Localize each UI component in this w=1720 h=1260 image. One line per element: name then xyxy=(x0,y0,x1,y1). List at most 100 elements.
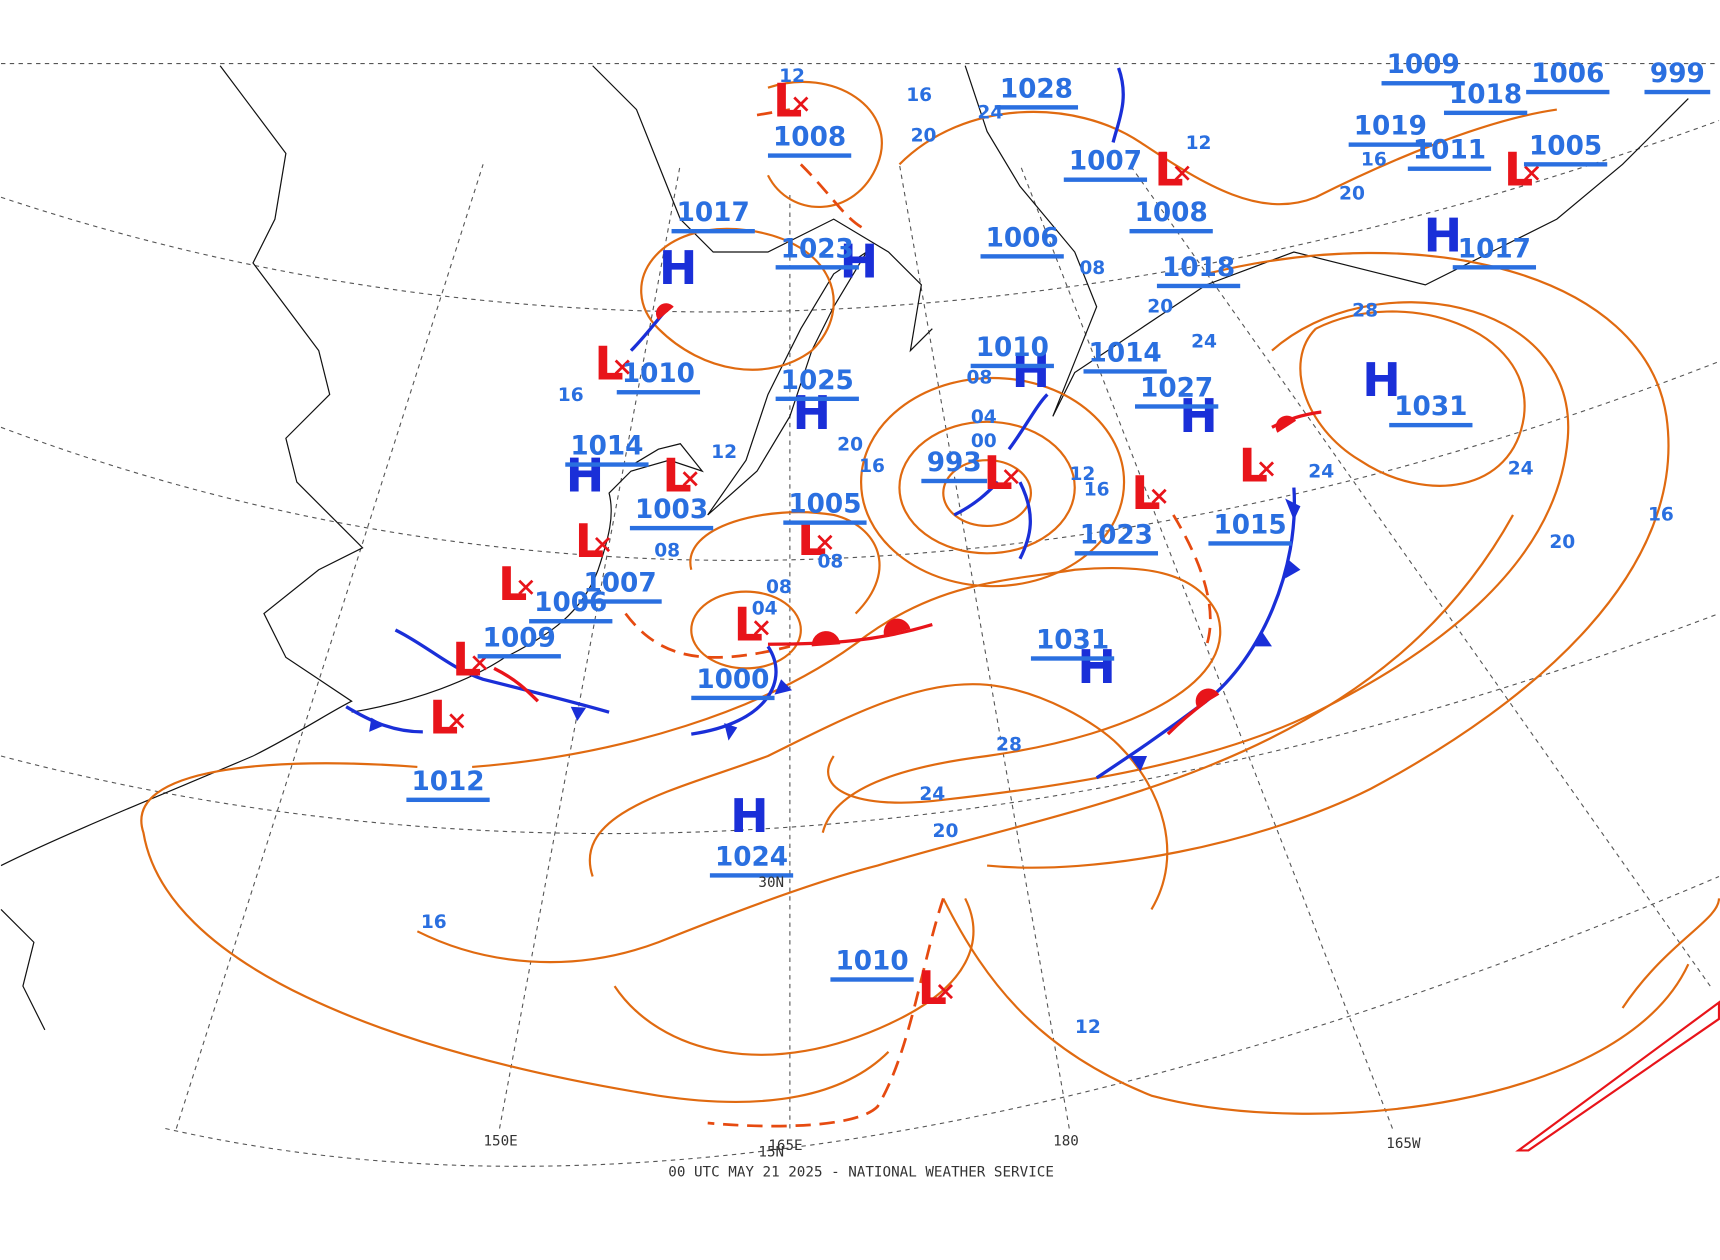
isobar-label: 08 xyxy=(966,368,992,389)
pressure-underline xyxy=(767,153,852,158)
pressure-underline xyxy=(1135,404,1219,409)
pressure-label: 1028 xyxy=(1000,74,1073,104)
front-symbol xyxy=(1129,756,1148,772)
low-center xyxy=(817,534,833,550)
pressure-label: 1011 xyxy=(1413,136,1486,166)
pressure-label: 1007 xyxy=(583,568,656,598)
pressure-label: 1014 xyxy=(570,432,643,462)
fronts xyxy=(345,67,1720,1152)
pressure-label: 1025 xyxy=(781,366,854,396)
high-symbol: H xyxy=(1012,344,1051,398)
front-symbol xyxy=(1195,688,1220,708)
isobar xyxy=(690,590,802,670)
isobar xyxy=(589,683,1169,910)
pressure-underline xyxy=(1443,110,1528,116)
pressure-label: 1031 xyxy=(1394,392,1467,422)
warm-front xyxy=(767,622,933,646)
pressure-underline xyxy=(406,797,490,803)
isobar-label: 24 xyxy=(1191,331,1217,352)
high-symbol: H xyxy=(793,386,832,440)
isobar-label: 08 xyxy=(817,552,843,573)
pressure-label: 1027 xyxy=(1140,373,1213,403)
isobar xyxy=(942,897,1690,1115)
low-center xyxy=(937,984,954,1000)
warm-front xyxy=(493,666,540,703)
front-symbol xyxy=(811,631,841,647)
isobar xyxy=(1621,898,1720,1009)
isobar-label: 16 xyxy=(1084,479,1110,500)
pressure-label: 1006 xyxy=(986,223,1059,253)
trough xyxy=(707,898,945,1128)
low-center xyxy=(1151,488,1167,504)
pressure-label: 1024 xyxy=(715,842,788,872)
pressure-underline xyxy=(1156,283,1241,289)
longitude-label: 180 xyxy=(1053,1134,1079,1150)
pressure-underline xyxy=(1644,89,1711,95)
troughs xyxy=(624,108,1212,1128)
isobar-label: 12 xyxy=(1075,1017,1101,1038)
isobar-label: 24 xyxy=(1308,462,1334,483)
isobar-label: 00 xyxy=(971,431,997,452)
pressure-underline xyxy=(1381,81,1465,86)
pressure-label: 1010 xyxy=(835,946,908,976)
high-symbol: H xyxy=(566,448,605,502)
asia-coast xyxy=(0,65,364,867)
meridian xyxy=(1129,164,1711,987)
isobar xyxy=(898,420,1076,555)
pressure-underline xyxy=(830,977,914,982)
pressure-underline xyxy=(1083,369,1167,374)
isobar-label: 12 xyxy=(711,442,737,463)
isobar-label: 28 xyxy=(996,735,1022,756)
meridian xyxy=(1019,164,1393,1129)
pressure-label: 1008 xyxy=(1135,198,1208,228)
isobar-label: 16 xyxy=(421,912,447,933)
pressure-label: 1012 xyxy=(411,767,484,797)
pressure-underline xyxy=(775,396,859,402)
cold-front xyxy=(1111,67,1125,143)
alaska-coast xyxy=(964,65,1689,417)
meridian xyxy=(175,164,484,1129)
front-symbol xyxy=(1285,558,1301,579)
high-symbol: H xyxy=(659,241,698,295)
isobar-label: 12 xyxy=(1186,133,1212,154)
isobar-label: 16 xyxy=(558,385,584,406)
high-symbol: H xyxy=(1362,353,1401,407)
pressure-label: 1009 xyxy=(1387,50,1460,80)
pressure-underline xyxy=(1063,177,1148,182)
high-symbol: H xyxy=(840,235,879,289)
pressure-label: 1019 xyxy=(1354,112,1427,142)
kamchatka-coast xyxy=(707,251,868,516)
isobar-label: 20 xyxy=(1339,183,1365,204)
cold-front xyxy=(345,705,423,734)
warm-front xyxy=(1166,699,1208,736)
front-symbol xyxy=(1275,415,1297,433)
pressure-underline xyxy=(994,105,1079,110)
isobar-label: 08 xyxy=(1079,258,1105,279)
isobar xyxy=(140,762,890,1103)
latitude-label: 30N xyxy=(758,875,784,891)
footer: 00 UTC MAY 21 2025 - NATIONAL WEATHER SE… xyxy=(668,1164,1054,1180)
pressure-underline xyxy=(1452,265,1537,270)
pressure-underline xyxy=(709,873,794,878)
low-center xyxy=(682,471,698,487)
parallel xyxy=(0,361,1720,561)
front-symbol xyxy=(570,706,587,721)
pressure-label: 1006 xyxy=(534,588,607,618)
low-center xyxy=(614,359,630,375)
isobar-label: 12 xyxy=(779,66,805,87)
pressure-label: 1023 xyxy=(781,234,854,264)
pressure-label: 993 xyxy=(927,448,982,478)
isobar-label: 24 xyxy=(919,784,945,805)
pressure-underline xyxy=(477,654,561,659)
pressure-underline xyxy=(1030,656,1115,661)
front-symbol xyxy=(883,618,911,636)
pressure-label: 1014 xyxy=(1089,338,1162,368)
pressure-underline xyxy=(1407,166,1492,171)
isobar xyxy=(1299,310,1526,487)
isobar-label: 20 xyxy=(837,434,863,455)
low-center xyxy=(1524,165,1540,181)
isobar-label: 20 xyxy=(1147,296,1173,317)
isobar-label: 24 xyxy=(1508,458,1534,479)
